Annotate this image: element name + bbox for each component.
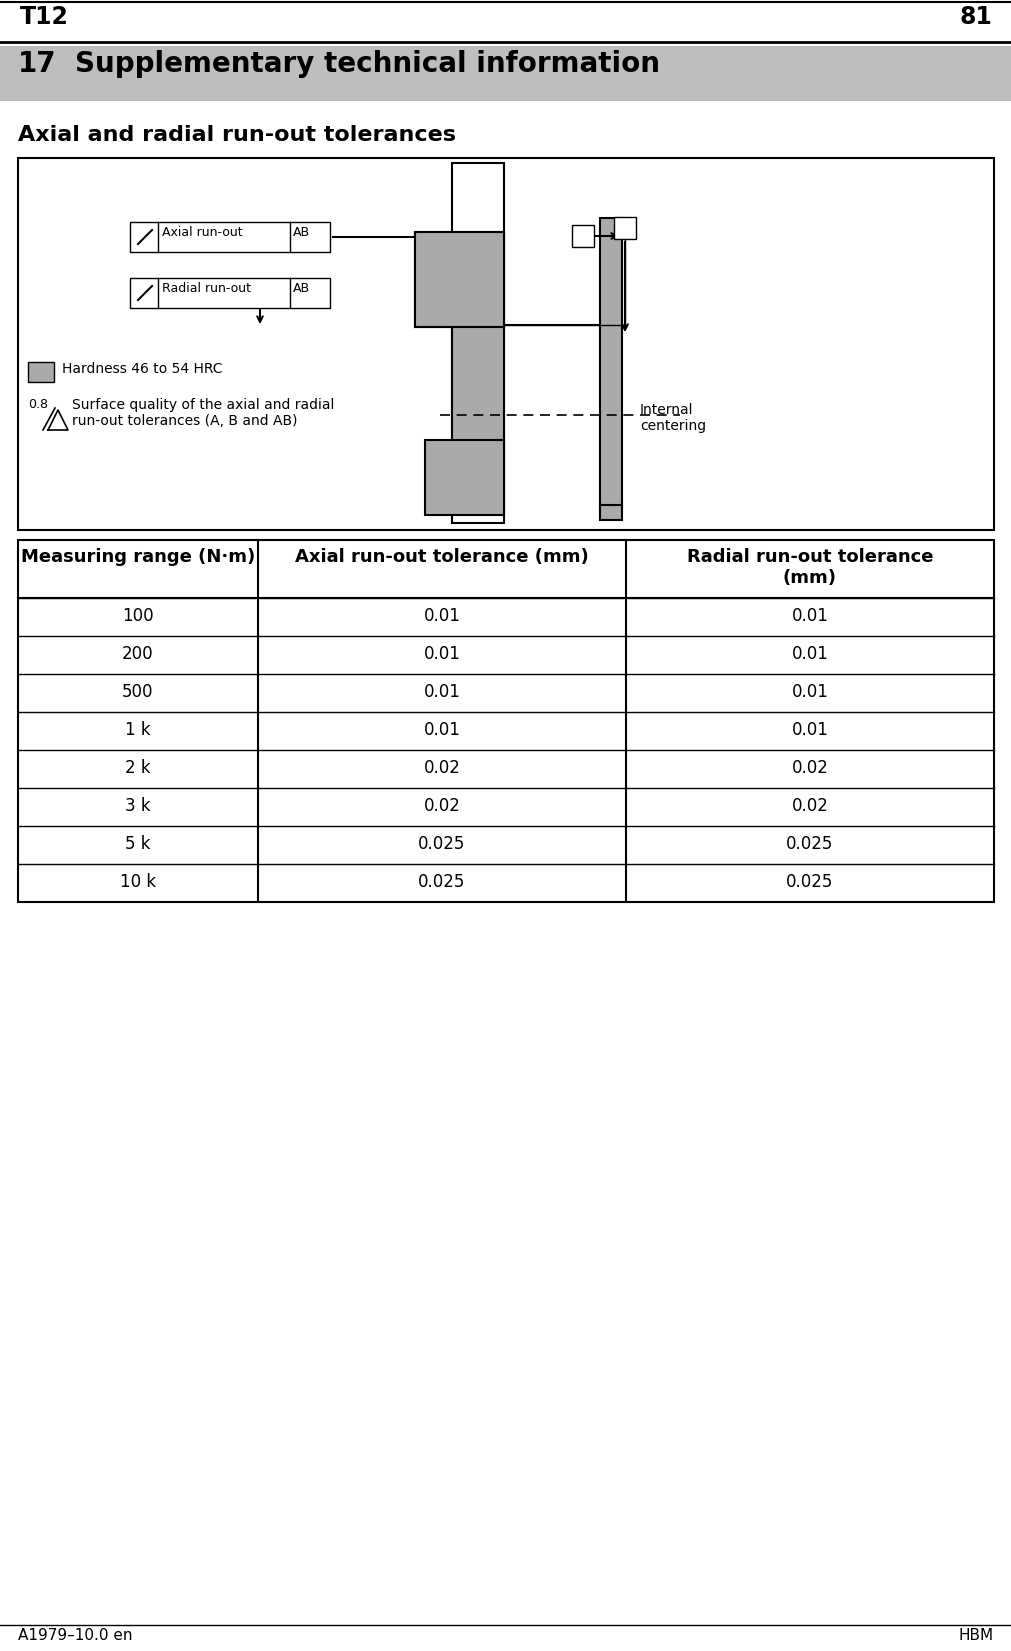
Text: 0.02: 0.02 bbox=[424, 797, 460, 816]
Text: 0.025: 0.025 bbox=[786, 835, 833, 854]
Text: 10 k: 10 k bbox=[120, 873, 156, 892]
Text: T12: T12 bbox=[20, 5, 69, 30]
Text: B: B bbox=[574, 226, 584, 241]
Text: 81: 81 bbox=[958, 5, 991, 30]
Text: 100: 100 bbox=[122, 608, 154, 626]
Text: 0.01: 0.01 bbox=[424, 684, 460, 702]
Bar bbox=[415, 233, 503, 327]
Bar bbox=[452, 163, 503, 523]
Text: 1 k: 1 k bbox=[125, 721, 151, 740]
Bar bbox=[600, 218, 622, 509]
Text: 0.02: 0.02 bbox=[424, 759, 460, 778]
Text: HBM: HBM bbox=[958, 1628, 993, 1643]
Text: 3 k: 3 k bbox=[125, 797, 151, 816]
Text: 5 k: 5 k bbox=[125, 835, 151, 854]
Text: 17: 17 bbox=[18, 50, 57, 78]
Text: AB: AB bbox=[293, 282, 309, 296]
Bar bbox=[18, 540, 993, 901]
Bar bbox=[600, 505, 622, 520]
Text: Internal
centering: Internal centering bbox=[639, 403, 706, 433]
Text: Radial run-out tolerance
(mm): Radial run-out tolerance (mm) bbox=[686, 548, 932, 586]
Bar bbox=[452, 327, 503, 512]
Text: 0.01: 0.01 bbox=[791, 721, 828, 740]
Text: 0.01: 0.01 bbox=[791, 684, 828, 702]
Text: 0.01: 0.01 bbox=[424, 608, 460, 626]
Text: 0.8: 0.8 bbox=[28, 398, 48, 411]
Text: 0.01: 0.01 bbox=[424, 721, 460, 740]
Bar bbox=[129, 221, 330, 253]
Text: Supplementary technical information: Supplementary technical information bbox=[75, 50, 659, 78]
Text: A: A bbox=[618, 220, 627, 233]
Text: A1979–10.0 en: A1979–10.0 en bbox=[18, 1628, 132, 1643]
Text: 0.025: 0.025 bbox=[418, 873, 465, 892]
Text: 0.025: 0.025 bbox=[418, 835, 465, 854]
Bar bbox=[571, 225, 593, 248]
Text: 0.025: 0.025 bbox=[786, 873, 833, 892]
Text: AB: AB bbox=[293, 226, 309, 239]
Bar bbox=[425, 441, 503, 515]
Text: 0.01: 0.01 bbox=[424, 646, 460, 664]
Text: 200: 200 bbox=[122, 646, 154, 664]
Text: 2 k: 2 k bbox=[125, 759, 151, 778]
Bar bbox=[28, 362, 54, 381]
Bar bbox=[18, 158, 993, 530]
Text: Axial and radial run-out tolerances: Axial and radial run-out tolerances bbox=[18, 125, 456, 145]
Text: Radial run-out: Radial run-out bbox=[162, 282, 251, 296]
Bar bbox=[0, 46, 1011, 101]
Text: Measuring range (N·m): Measuring range (N·m) bbox=[21, 548, 255, 566]
Text: 0.02: 0.02 bbox=[791, 759, 828, 778]
Text: 0.01: 0.01 bbox=[791, 608, 828, 626]
Bar bbox=[129, 277, 330, 309]
Text: Surface quality of the axial and radial
run-out tolerances (A, B and AB): Surface quality of the axial and radial … bbox=[72, 398, 334, 428]
Text: 0.02: 0.02 bbox=[791, 797, 828, 816]
Bar bbox=[415, 233, 503, 327]
Text: 0.01: 0.01 bbox=[791, 646, 828, 664]
Text: Hardness 46 to 54 HRC: Hardness 46 to 54 HRC bbox=[62, 362, 222, 376]
Text: Axial run-out: Axial run-out bbox=[162, 226, 243, 239]
Text: Axial run-out tolerance (mm): Axial run-out tolerance (mm) bbox=[295, 548, 588, 566]
Bar bbox=[614, 216, 635, 239]
Text: 500: 500 bbox=[122, 684, 154, 702]
